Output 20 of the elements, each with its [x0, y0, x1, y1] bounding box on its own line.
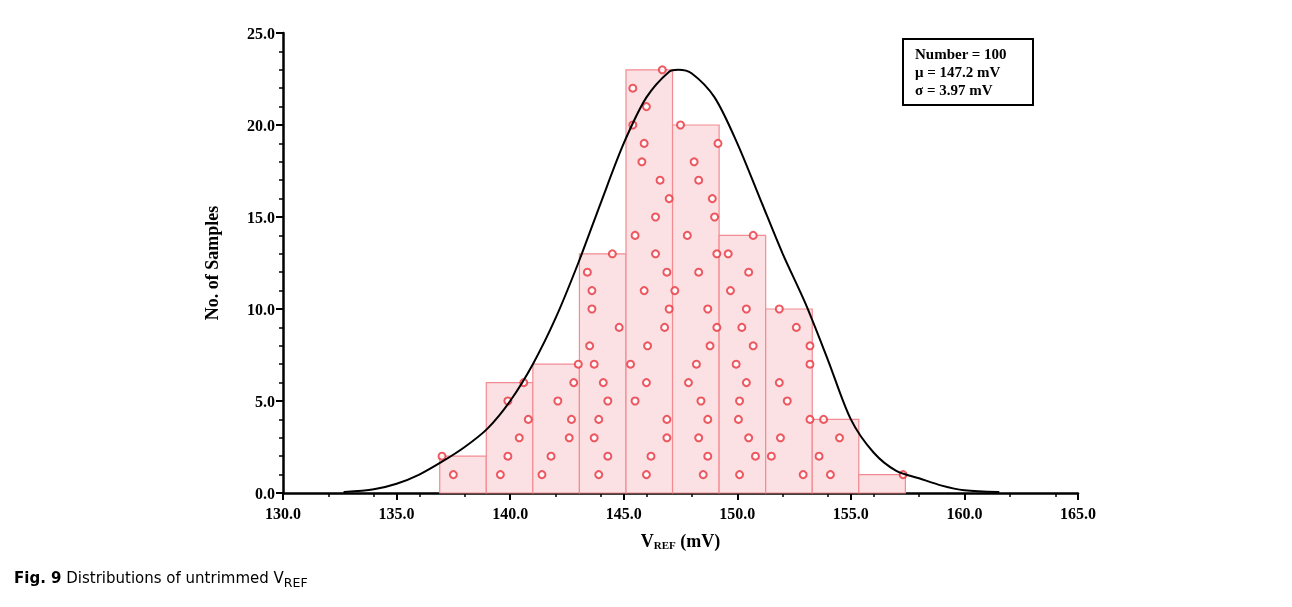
annotation: μ = 147.2 mV: [915, 63, 1001, 80]
x-tick-label: 150.0: [719, 504, 756, 522]
y-tick-label: 10.0: [247, 300, 275, 318]
annotation: σ = 3.97 mV: [915, 81, 993, 98]
x-tick-label: 140.0: [492, 504, 529, 522]
y-axis-title: No. of Samples: [202, 205, 222, 321]
y-tick-label: 20.0: [247, 116, 275, 134]
x-tick-label: 135.0: [378, 504, 415, 522]
x-tick-label: 145.0: [605, 504, 642, 522]
annotation: Number = 100: [915, 45, 1007, 62]
x-tick-label: 160.0: [946, 504, 983, 522]
y-tick-label: 25.0: [247, 24, 275, 42]
y-tick-label: 5.0: [255, 392, 275, 410]
x-axis-title: VREF (mV): [640, 530, 721, 552]
x-tick-label: 130.0: [265, 504, 301, 522]
y-tick-label: 15.0: [247, 208, 275, 226]
x-tick-label: 155.0: [832, 504, 869, 522]
x-tick-label: 165.0: [1060, 504, 1096, 522]
caption: Fig. 9 Distributions of untrimmed V$_{REF}$: [14, 569, 308, 590]
y-tick-label: 0.0: [255, 484, 275, 502]
